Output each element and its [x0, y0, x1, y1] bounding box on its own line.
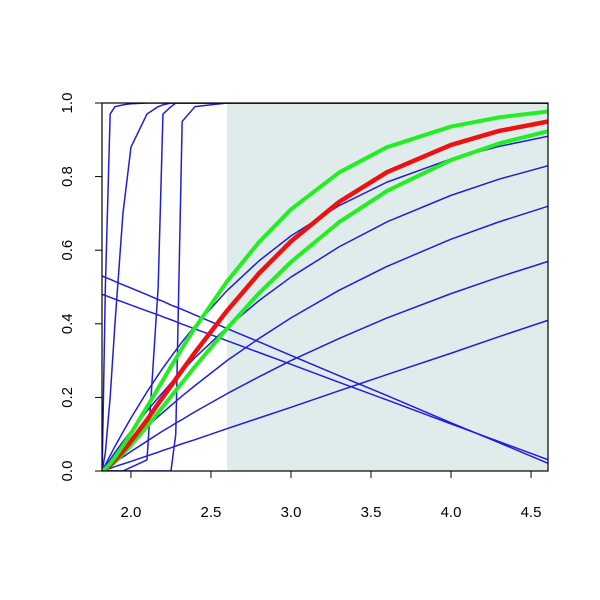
- x-tick-label: 3.5: [361, 504, 382, 521]
- x-tick-label: 4.5: [521, 504, 542, 521]
- x-tick-label: 2.0: [121, 504, 142, 521]
- shaded-region: [226, 103, 548, 471]
- series-line: [102, 109, 548, 471]
- y-tick-label: 1.0: [59, 93, 76, 114]
- plot-frame: [101, 102, 549, 472]
- y-tick-label: 0.4: [59, 313, 76, 334]
- plot-area: [102, 103, 548, 471]
- series-line: [102, 103, 548, 471]
- y-tick-label: 0.0: [59, 461, 76, 482]
- y-tick-label: 0.2: [59, 387, 76, 408]
- y-tick-label: 0.6: [59, 240, 76, 261]
- series-line: [102, 293, 548, 461]
- x-tick-label: 3.0: [281, 504, 302, 521]
- series-line: [102, 119, 548, 471]
- x-tick-label: 4.0: [441, 504, 462, 521]
- x-tick-label: 2.5: [201, 504, 222, 521]
- series-line: [102, 103, 548, 471]
- series-line: [102, 103, 548, 471]
- series-line: [102, 275, 548, 465]
- series-line: [102, 319, 548, 471]
- series-line: [102, 135, 548, 471]
- y-tick-label: 0.8: [59, 166, 76, 187]
